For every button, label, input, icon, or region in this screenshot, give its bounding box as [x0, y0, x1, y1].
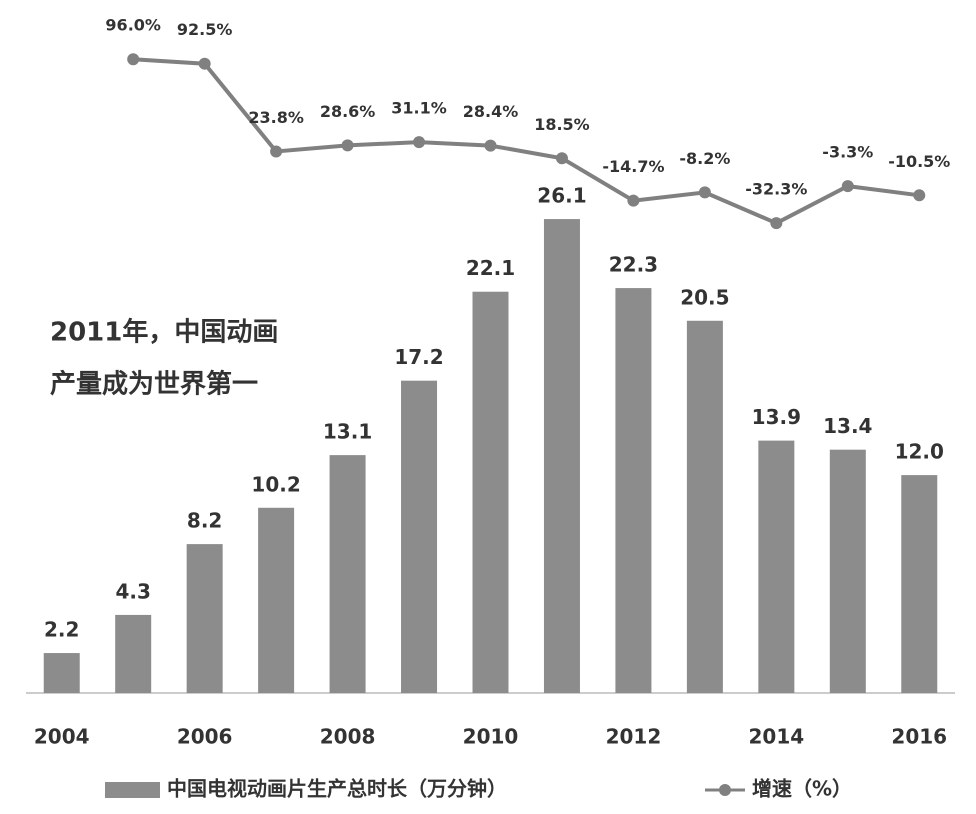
- line-value-label: 28.4%: [463, 102, 519, 121]
- bar: [615, 288, 652, 693]
- line-point: [841, 180, 854, 193]
- bar-value-label: 13.4: [823, 414, 872, 438]
- line-value-label: 92.5%: [177, 20, 233, 39]
- bar-value-label: 22.1: [466, 256, 515, 280]
- bar-value-label: 26.1: [537, 184, 586, 208]
- x-tick-label: 2008: [320, 725, 376, 749]
- bar: [329, 455, 366, 693]
- line-value-label: 96.0%: [105, 16, 161, 35]
- line-point: [555, 152, 568, 165]
- line-value-label: -14.7%: [602, 157, 664, 176]
- bar-value-label: 13.1: [323, 420, 372, 444]
- bar-value-label: 17.2: [394, 345, 443, 369]
- line-value-label: 31.1%: [391, 99, 447, 118]
- line-point: [913, 189, 926, 202]
- x-tick-label: 2004: [34, 725, 90, 749]
- legend-swatch: [719, 784, 731, 796]
- line-point: [413, 136, 426, 149]
- line-value-label: -8.2%: [679, 149, 730, 168]
- line-point: [341, 139, 354, 152]
- bar: [543, 219, 580, 693]
- legend-label: 增速（%）: [752, 777, 852, 801]
- bar: [43, 653, 80, 693]
- x-tick-label: 2010: [463, 725, 519, 749]
- line-value-label: 28.6%: [320, 102, 376, 121]
- x-tick-label: 2014: [749, 725, 805, 749]
- bar: [115, 614, 152, 693]
- bar-value-label: 20.5: [680, 285, 729, 309]
- bar: [186, 544, 223, 693]
- line-point: [484, 139, 497, 152]
- bar: [258, 507, 295, 693]
- bar-value-label: 2.2: [44, 618, 79, 642]
- x-tick-label: 2012: [606, 725, 662, 749]
- line-value-label: -32.3%: [745, 180, 807, 199]
- annotation: 2011年，中国动画: [50, 317, 278, 348]
- bar-value-label: 10.2: [251, 472, 300, 496]
- bar: [758, 440, 795, 693]
- line-value-label: 23.8%: [248, 108, 304, 127]
- bar-value-label: 12.0: [895, 440, 944, 464]
- line-point: [770, 217, 783, 230]
- line-point: [627, 194, 640, 207]
- bar-value-label: 22.3: [609, 253, 658, 277]
- line-value-label: 18.5%: [534, 115, 590, 134]
- legend-swatch: [105, 782, 160, 798]
- line-value-label: -3.3%: [822, 143, 873, 162]
- x-tick-label: 2016: [891, 725, 947, 749]
- line-point: [198, 57, 211, 70]
- annotation: 产量成为世界第一: [50, 369, 258, 400]
- bar-value-label: 8.2: [187, 509, 222, 533]
- line-point: [698, 186, 711, 199]
- line-point: [127, 53, 140, 66]
- line: [133, 57, 920, 226]
- bar: [401, 380, 438, 693]
- x-tick-label: 2006: [177, 725, 233, 749]
- bar-value-label: 13.9: [752, 405, 801, 429]
- line-value-label: -10.5%: [888, 152, 950, 171]
- bar-value-label: 4.3: [115, 579, 150, 603]
- bar: [901, 475, 938, 693]
- legend-label: 中国电视动画片生产总时长（万分钟）: [167, 777, 507, 801]
- bar: [829, 449, 866, 693]
- line-point: [270, 145, 283, 158]
- bar: [472, 291, 509, 693]
- bar: [686, 320, 723, 693]
